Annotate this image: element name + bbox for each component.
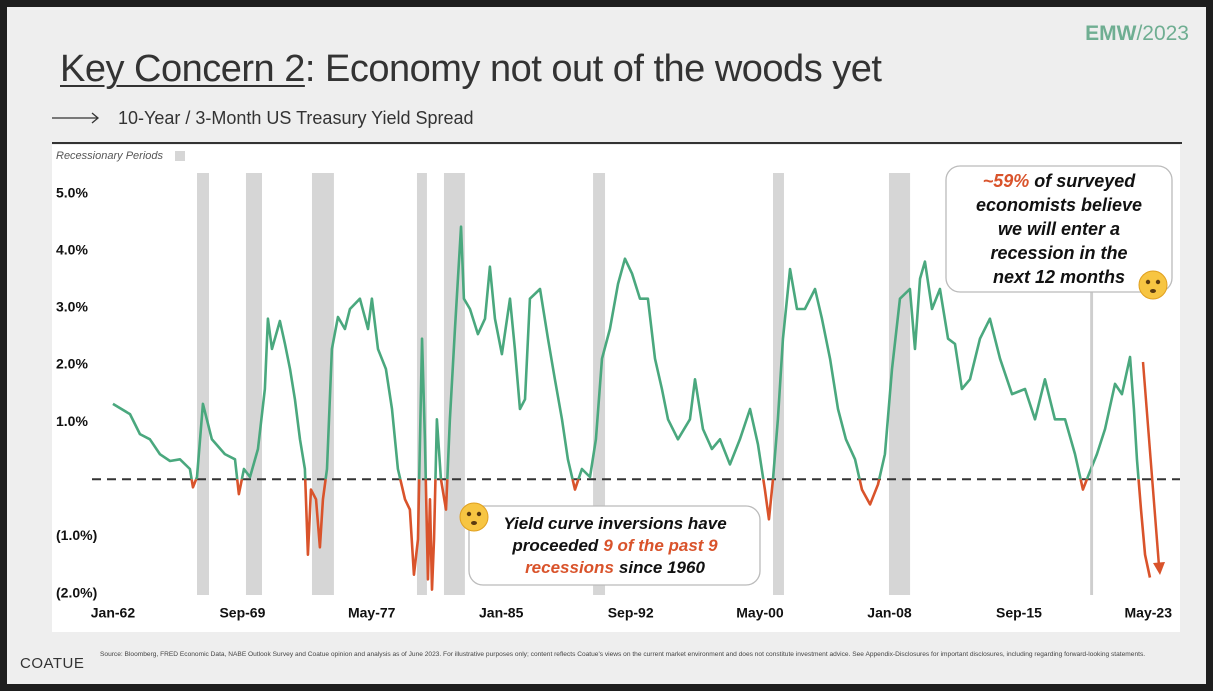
- emoji-mouth: [471, 521, 477, 525]
- recession-band: [888, 173, 911, 595]
- x-tick-label: Jan-08: [867, 605, 912, 621]
- callout-text: recession in the: [990, 243, 1127, 263]
- callout-text: economists believe: [976, 195, 1142, 215]
- emoji-eye: [476, 511, 482, 517]
- recession-band: [443, 173, 465, 595]
- recession-band: [311, 173, 334, 595]
- x-tick-label: Sep-69: [219, 605, 265, 621]
- callout-text: of surveyed: [1034, 171, 1136, 191]
- callout-line: ~59% of surveyed: [983, 171, 1137, 191]
- subtitle: 10-Year / 3-Month US Treasury Yield Spre…: [118, 108, 474, 128]
- x-tick-label: Jan-62: [91, 605, 136, 621]
- x-tick-label: May-77: [348, 605, 396, 621]
- x-tick-label: Sep-15: [996, 605, 1042, 621]
- legend-swatch: [175, 151, 185, 161]
- callout-line: Yield curve inversions have: [503, 514, 726, 533]
- callout-line: we will enter a: [998, 219, 1120, 239]
- y-tick-label: 3.0%: [56, 299, 88, 315]
- subtitle-arrow: [52, 112, 100, 124]
- callout-box: [945, 165, 1173, 293]
- y-tick-label: (2.0%): [56, 584, 97, 600]
- emoji: [459, 502, 489, 532]
- callout-text: recessions: [525, 558, 614, 577]
- callout-text: 9 of the past 9: [603, 536, 718, 555]
- x-tick-label: Jan-85: [479, 605, 524, 621]
- y-tick-label: 4.0%: [56, 241, 88, 257]
- callout-line: recession in the: [990, 243, 1127, 263]
- x-tick-label: May-00: [736, 605, 784, 621]
- x-tick-label: Sep-92: [608, 605, 654, 621]
- recession-band: [197, 173, 209, 595]
- title-key: Key Concern 2: [60, 48, 305, 90]
- footer-brand: COATUE: [20, 655, 85, 672]
- callout-line: next 12 months: [993, 267, 1125, 287]
- callout-text: since 1960: [619, 558, 706, 577]
- callout-box: [468, 505, 761, 586]
- y-tick-label: 2.0%: [56, 356, 88, 372]
- brand-year: /2023: [1136, 22, 1189, 45]
- recession-band: [245, 173, 263, 595]
- emoji-eye: [466, 511, 472, 517]
- callout-text: Yield curve inversions have: [503, 514, 726, 533]
- callout-line: economists believe: [976, 195, 1142, 215]
- y-tick-label: 5.0%: [56, 184, 88, 200]
- rule: [52, 142, 1182, 144]
- x-tick-label: May-23: [1125, 605, 1173, 621]
- brand: EMW/2023: [1085, 22, 1189, 46]
- callout-text: proceeded: [511, 536, 599, 555]
- brand-name: EMW: [1085, 22, 1137, 45]
- title: Key Concern 2: Economy not out of the wo…: [60, 48, 882, 91]
- callout-line: recessions since 1960: [525, 558, 705, 577]
- callout-text: ~59%: [983, 171, 1030, 191]
- line-positive: [112, 225, 1140, 480]
- emoji: [1138, 270, 1168, 300]
- trend-arrow: [1141, 361, 1161, 567]
- callout-text: next 12 months: [993, 267, 1125, 287]
- y-tick-label: (1.0%): [56, 527, 97, 543]
- y-tick-label: 1.0%: [56, 413, 88, 429]
- emoji-mouth: [1150, 289, 1156, 293]
- emoji-eye: [1145, 279, 1151, 285]
- recession-band: [772, 173, 784, 595]
- trend-arrow-head: [1153, 562, 1165, 575]
- emoji-eye: [1155, 279, 1161, 285]
- callout-text: we will enter a: [998, 219, 1120, 239]
- legend-label: Recessionary Periods: [56, 150, 163, 162]
- title-rest: : Economy not out of the woods yet: [304, 48, 882, 90]
- source-note: Source: Bloomberg, FRED Economic Data, N…: [100, 651, 1146, 658]
- callout-line: proceeded 9 of the past 9: [511, 536, 718, 555]
